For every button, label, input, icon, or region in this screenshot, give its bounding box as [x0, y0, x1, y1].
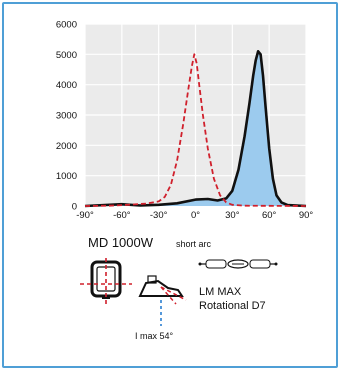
- card-border: [2, 2, 338, 368]
- x-tick-label: 30°: [225, 210, 240, 221]
- x-tick-label: 90°: [299, 210, 314, 221]
- y-tick-label: 1000: [56, 171, 77, 182]
- x-tick-label: 0°: [191, 210, 200, 221]
- x-tick-label: -30°: [150, 210, 168, 221]
- y-tick-label: 6000: [56, 20, 77, 31]
- series-0-area: [85, 51, 306, 206]
- lamp-line2: Rotational D7: [199, 300, 266, 312]
- series-1-line: [84, 53, 307, 207]
- lamp-side-diagram: [138, 275, 187, 326]
- y-tick-label: 0: [72, 202, 77, 213]
- series-0-line: [84, 50, 307, 208]
- y-tick-label: 2000: [56, 141, 77, 152]
- lamp-front-diagram: [80, 258, 132, 304]
- x-tick-label: -60°: [113, 210, 131, 221]
- lamp-line1: LM MAX: [199, 286, 242, 298]
- double-ended-bulb-icon: [198, 259, 278, 269]
- y-tick-label: 5000: [56, 50, 77, 61]
- y-tick-label: 4000: [56, 80, 77, 91]
- lamp-model: MD 1000W: [88, 235, 154, 250]
- y-tick-label: 3000: [56, 111, 77, 122]
- lamp-arc-type: short arc: [176, 239, 212, 249]
- x-tick-label: 60°: [262, 210, 277, 221]
- x-tick-label: -90°: [76, 210, 94, 221]
- imax-label: I max 54°: [135, 331, 174, 341]
